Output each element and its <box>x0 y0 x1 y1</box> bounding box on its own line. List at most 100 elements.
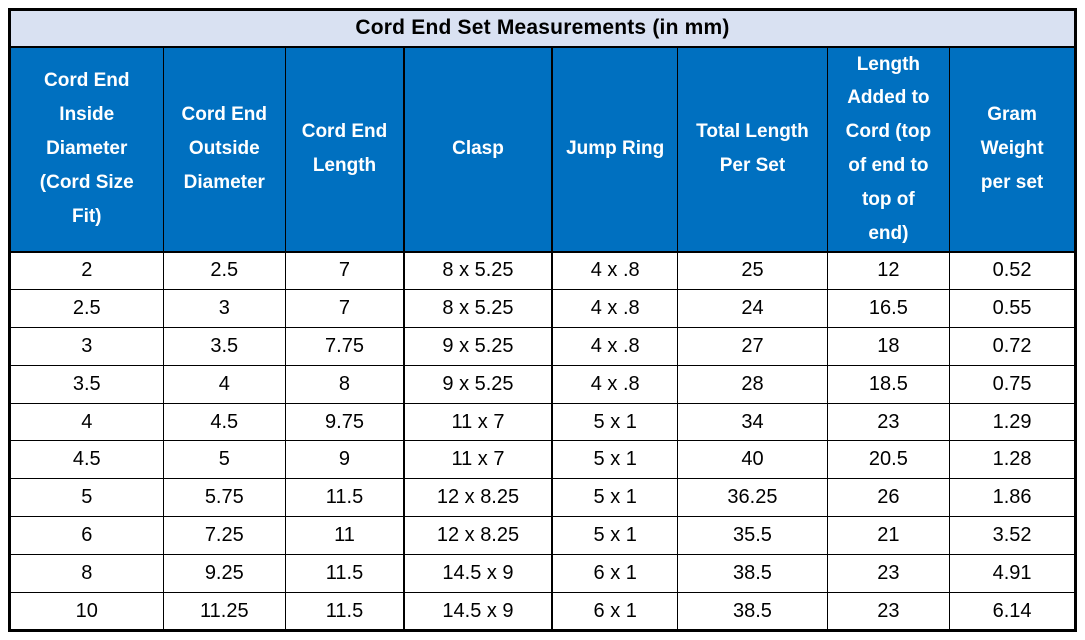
table-cell: 5 x 1 <box>551 516 679 556</box>
table-cell: 8 <box>285 364 405 404</box>
column-header-7: Length Added to Cord (top of end to top … <box>826 46 951 253</box>
header-row: Cord End Inside Diameter (Cord Size Fit)… <box>9 46 1076 253</box>
table-cell: 12 <box>826 251 951 290</box>
table-cell: 5 <box>162 440 287 480</box>
table-cell: 25 <box>677 251 828 290</box>
table-cell: 38.5 <box>677 554 828 594</box>
table-cell: 11.5 <box>285 554 405 594</box>
table-cell: 11.25 <box>162 592 287 631</box>
table-row: 5 5.75 11.5 12 x 8.25 5 x 1 36.25 26 1.86 <box>9 478 1076 518</box>
title-row: Cord End Set Measurements (in mm) <box>9 9 1076 48</box>
table-cell: 4.5 <box>162 402 287 442</box>
table-cell: 0.72 <box>949 326 1076 366</box>
table-cell: 4 x .8 <box>551 288 679 328</box>
table-cell: 3 <box>9 326 164 366</box>
table-row: 6 7.25 11 12 x 8.25 5 x 1 35.5 21 3.52 <box>9 516 1076 556</box>
table-cell: 23 <box>826 592 951 631</box>
table-cell: 6 x 1 <box>551 592 679 631</box>
table-cell: 14.5 x 9 <box>402 554 554 594</box>
table-cell: 16.5 <box>826 288 951 328</box>
table-cell: 36.25 <box>677 478 828 518</box>
table-cell: 14.5 x 9 <box>402 592 554 631</box>
table-cell: 5.75 <box>162 478 287 518</box>
table-cell: 10 <box>9 592 164 631</box>
table-cell: 1.29 <box>949 402 1076 442</box>
table-cell: 3 <box>162 288 287 328</box>
table-cell: 8 <box>9 554 164 594</box>
table-cell: 9.75 <box>285 402 405 442</box>
table-title: Cord End Set Measurements (in mm) <box>9 9 1076 48</box>
table-cell: 11 x 7 <box>402 402 554 442</box>
table-cell: 7.75 <box>285 326 405 366</box>
table-cell: 4 x .8 <box>551 364 679 404</box>
table-cell: 6.14 <box>949 592 1076 631</box>
table-cell: 1.86 <box>949 478 1076 518</box>
table-cell: 4 x .8 <box>551 326 679 366</box>
table-cell: 5 x 1 <box>551 440 679 480</box>
table-cell: 38.5 <box>677 592 828 631</box>
table-cell: 18 <box>826 326 951 366</box>
table-cell: 3.5 <box>9 364 164 404</box>
column-header-1: Cord End Inside Diameter (Cord Size Fit) <box>9 46 164 253</box>
table-cell: 2.5 <box>9 288 164 328</box>
table-cell: 4 <box>162 364 287 404</box>
table-cell: 23 <box>826 554 951 594</box>
table-cell: 8 x 5.25 <box>402 288 554 328</box>
table-cell: 6 <box>9 516 164 556</box>
table-cell: 35.5 <box>677 516 828 556</box>
table-cell: 26 <box>826 478 951 518</box>
table-cell: 4.5 <box>9 440 164 480</box>
table-cell: 2 <box>9 251 164 290</box>
table-cell: 0.75 <box>949 364 1076 404</box>
table-cell: 20.5 <box>826 440 951 480</box>
table-cell: 9.25 <box>162 554 287 594</box>
table-cell: 40 <box>677 440 828 480</box>
cord-end-measurements-table: Cord End Set Measurements (in mm) Cord E… <box>8 8 1077 632</box>
table-cell: 5 x 1 <box>551 402 679 442</box>
table-cell: 7 <box>285 288 405 328</box>
table-cell: 28 <box>677 364 828 404</box>
table-cell: 6 x 1 <box>551 554 679 594</box>
table-row: 3 3.5 7.75 9 x 5.25 4 x .8 27 18 0.72 <box>9 326 1076 366</box>
column-header-8: Gram Weight per set <box>949 46 1076 253</box>
table-row: 2 2.5 7 8 x 5.25 4 x .8 25 12 0.52 <box>9 251 1076 290</box>
table-cell: 4 <box>9 402 164 442</box>
column-header-2: Cord End Outside Diameter <box>162 46 287 253</box>
table-cell: 12 x 8.25 <box>402 516 554 556</box>
column-header-4: Clasp <box>402 46 554 253</box>
table-cell: 4 x .8 <box>551 251 679 290</box>
table-cell: 3.5 <box>162 326 287 366</box>
table-cell: 11 x 7 <box>402 440 554 480</box>
table-cell: 18.5 <box>826 364 951 404</box>
table-cell: 0.55 <box>949 288 1076 328</box>
table-cell: 34 <box>677 402 828 442</box>
column-header-5: Jump Ring <box>551 46 679 253</box>
table-row: 2.5 3 7 8 x 5.25 4 x .8 24 16.5 0.55 <box>9 288 1076 328</box>
table-cell: 9 <box>285 440 405 480</box>
table-cell: 9 x 5.25 <box>402 364 554 404</box>
table-cell: 23 <box>826 402 951 442</box>
table-cell: 0.52 <box>949 251 1076 290</box>
table-cell: 7 <box>285 251 405 290</box>
table-cell: 2.5 <box>162 251 287 290</box>
table-cell: 11.5 <box>285 478 405 518</box>
table-cell: 21 <box>826 516 951 556</box>
table-body: 2 2.5 7 8 x 5.25 4 x .8 25 12 0.52 2.5 3 7 8 x 5.25… <box>9 251 1076 631</box>
table-cell: 3.52 <box>949 516 1076 556</box>
table-cell: 5 <box>9 478 164 518</box>
column-header-6: Total Length Per Set <box>677 46 828 253</box>
table-cell: 24 <box>677 288 828 328</box>
table-cell: 5 x 1 <box>551 478 679 518</box>
table-cell: 7.25 <box>162 516 287 556</box>
column-header-3: Cord End Length <box>285 46 405 253</box>
table-cell: 9 x 5.25 <box>402 326 554 366</box>
table-cell: 11 <box>285 516 405 556</box>
table-row: 3.5 4 8 9 x 5.25 4 x .8 28 18.5 0.75 <box>9 364 1076 404</box>
table-cell: 27 <box>677 326 828 366</box>
table-cell: 12 x 8.25 <box>402 478 554 518</box>
table-cell: 8 x 5.25 <box>402 251 554 290</box>
